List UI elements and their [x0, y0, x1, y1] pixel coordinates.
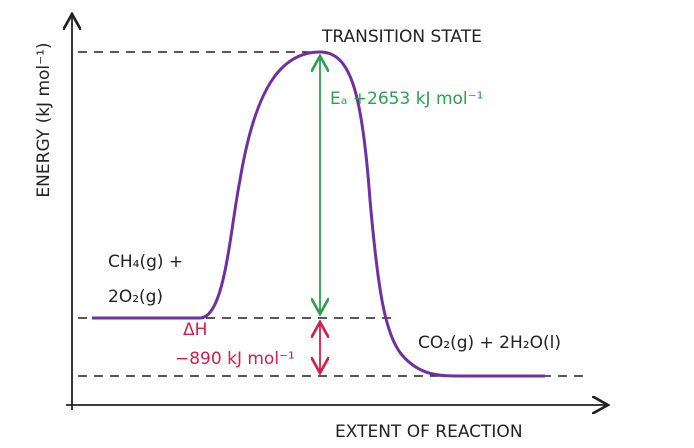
activation-energy-label: Eₐ +2653 kJ mol⁻¹ — [330, 89, 483, 109]
y-axis-label: ENERGY (kJ mol⁻¹) — [34, 42, 54, 197]
energy-curve — [92, 50, 545, 378]
enthalpy-value: −890 kJ mol⁻¹ — [175, 349, 295, 369]
products-label: CO₂(g) + 2H₂O(l) — [418, 333, 561, 353]
x-axis-label: EXTENT OF REACTION — [335, 422, 523, 442]
reactants-label: 2O₂(g) — [108, 287, 163, 307]
reactants-label: CH₄(g) + — [108, 252, 183, 272]
transition-state-label: TRANSITION STATE — [321, 27, 482, 47]
enthalpy-symbol: ΔH — [183, 320, 207, 340]
